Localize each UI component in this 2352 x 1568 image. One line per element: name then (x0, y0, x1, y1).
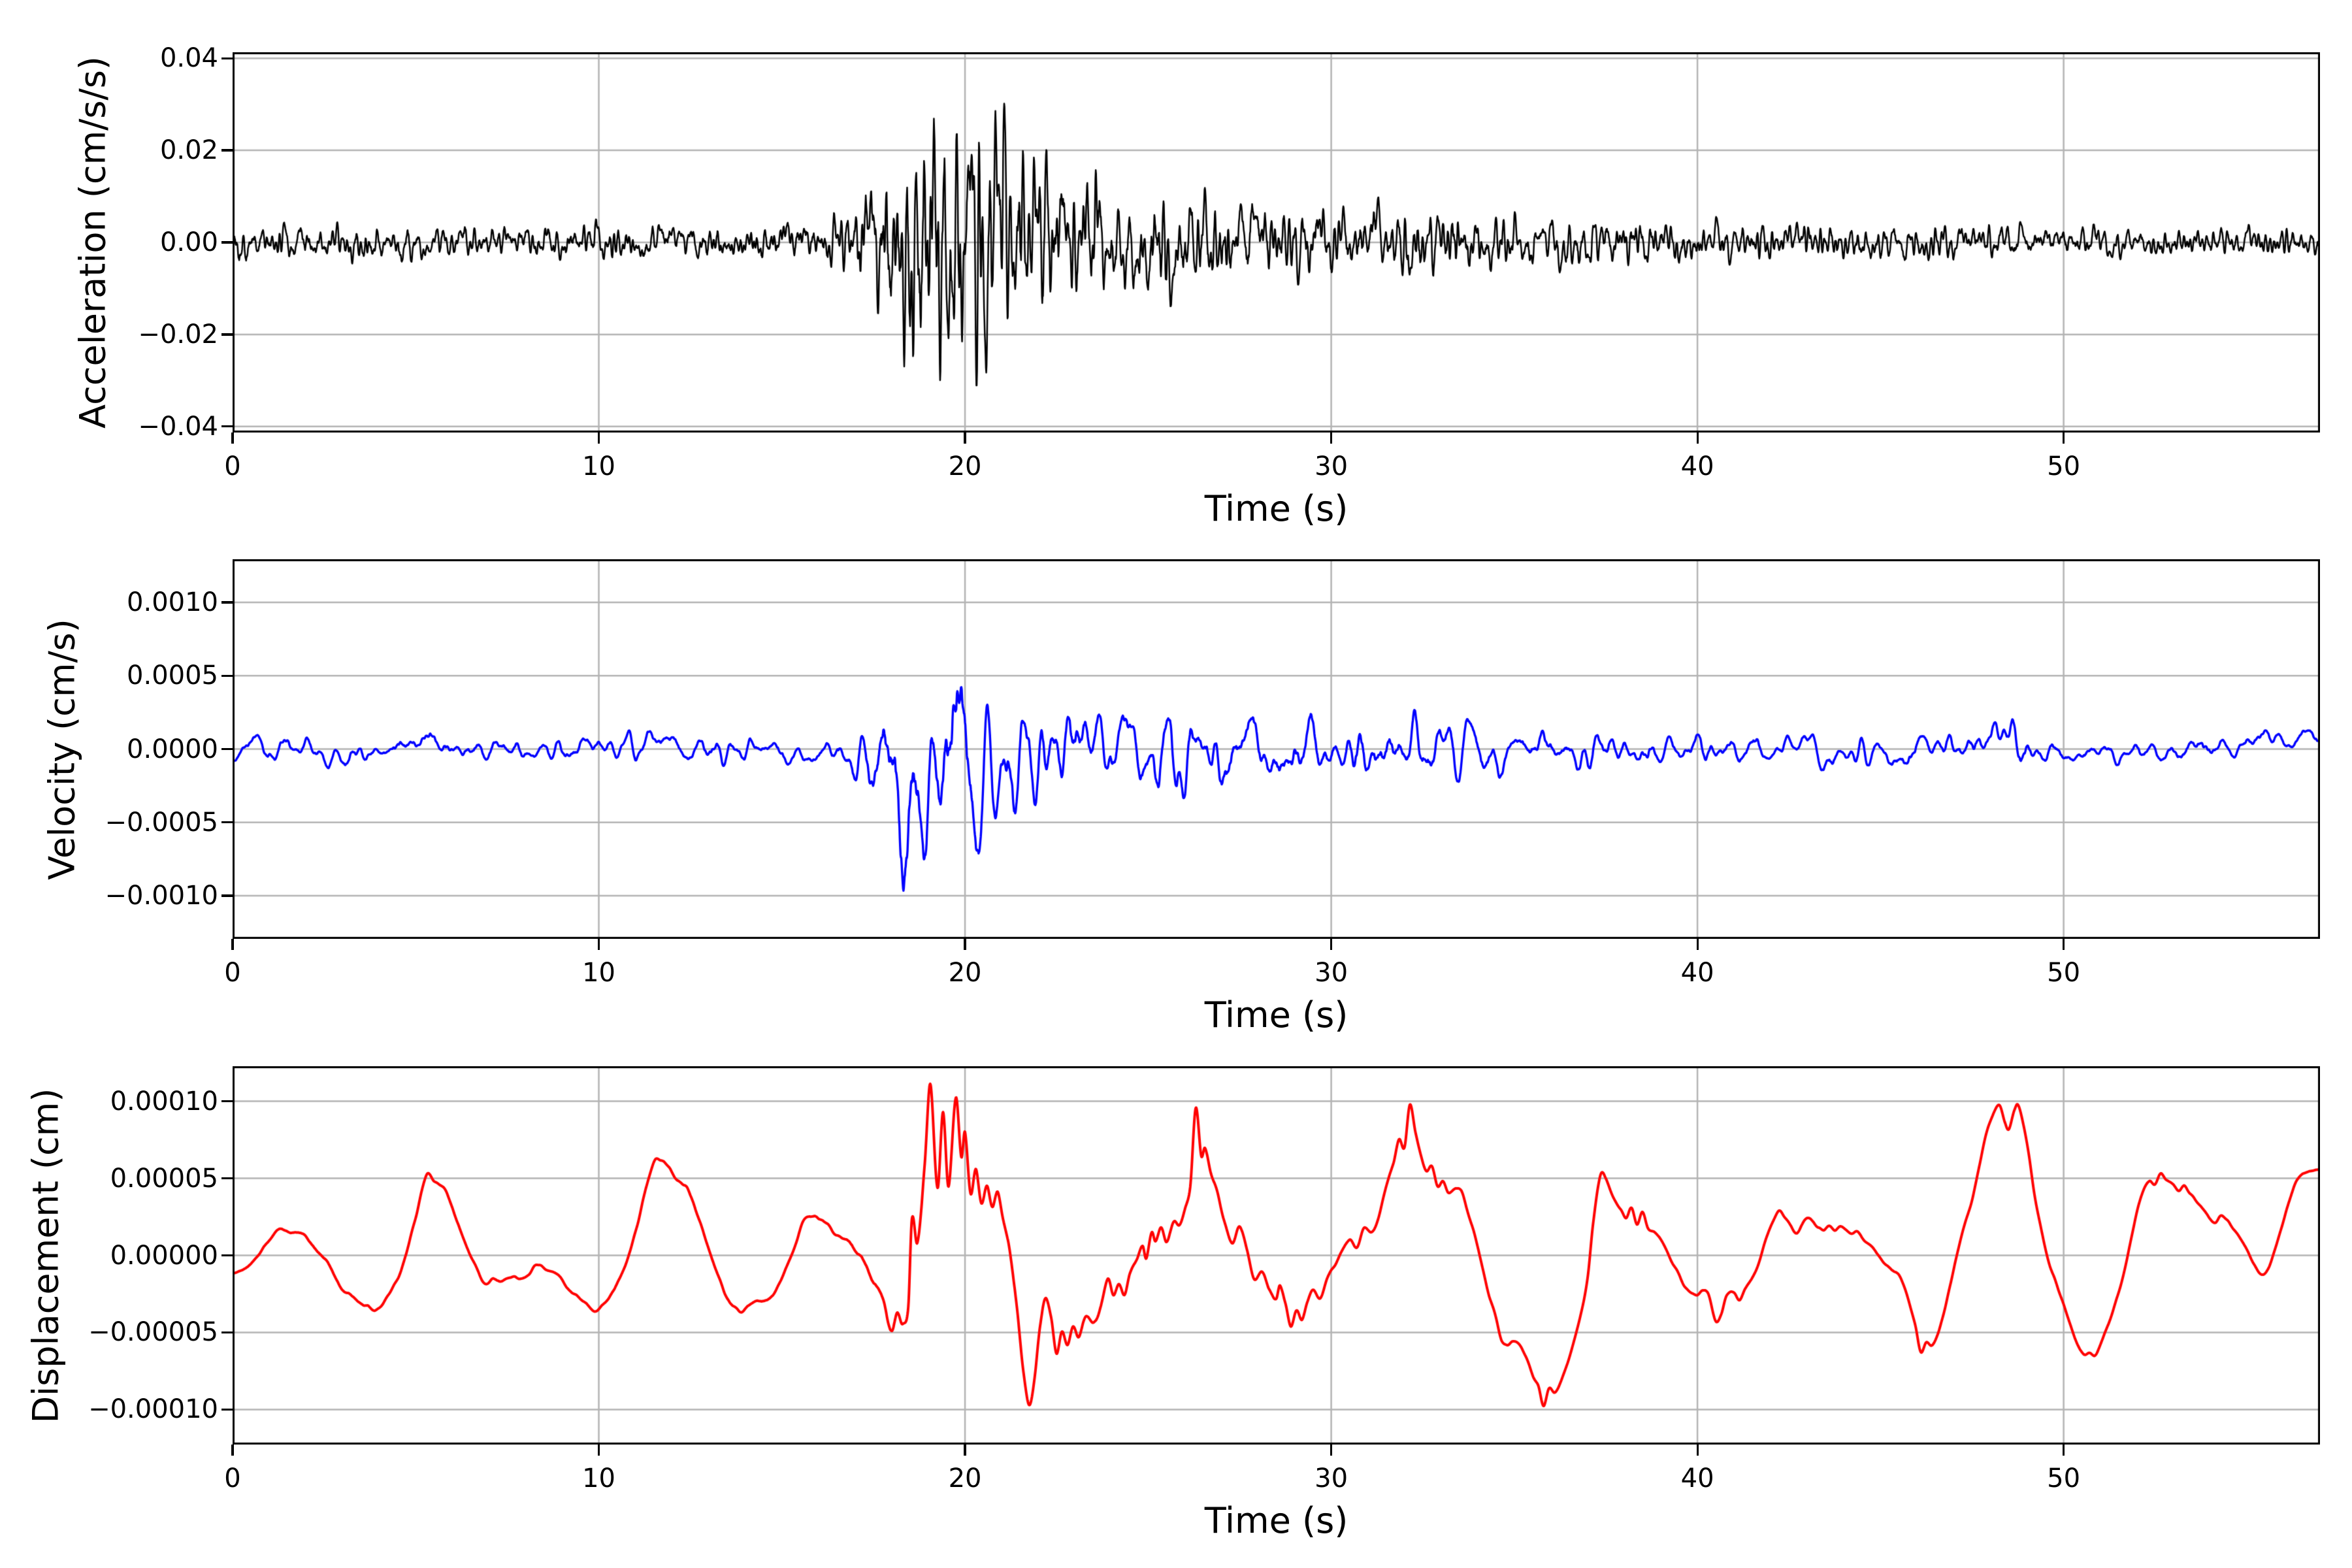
y-tick-label: −0.04 (138, 411, 218, 442)
y-tick-label: 0.00010 (110, 1086, 218, 1117)
y-tick-mark (221, 1177, 233, 1180)
y-tick-mark (221, 821, 233, 824)
x-tick-label: 0 (224, 1463, 241, 1494)
x-tick-mark (2063, 1445, 2065, 1456)
x-tick-mark (231, 939, 234, 950)
acceleration-waveform-canvas (233, 52, 2320, 433)
y-tick-label: 0.00000 (110, 1240, 218, 1271)
x-tick-label: 20 (948, 451, 982, 482)
displacement-x-axis-label: Time (s) (1204, 1500, 1348, 1541)
x-tick-mark (597, 433, 600, 444)
x-tick-mark (2063, 939, 2065, 950)
x-tick-mark (1330, 939, 1333, 950)
x-tick-label: 30 (1315, 1463, 1348, 1494)
y-tick-label: 0.00005 (110, 1163, 218, 1194)
y-tick-mark (221, 1254, 233, 1257)
y-tick-mark (221, 1100, 233, 1103)
x-tick-label: 50 (2047, 1463, 2081, 1494)
y-tick-mark (221, 425, 233, 428)
y-tick-label: 0.0010 (127, 587, 218, 617)
x-tick-label: 30 (1315, 451, 1348, 482)
x-tick-mark (597, 1445, 600, 1456)
y-tick-mark (221, 1331, 233, 1334)
y-tick-label: 0.04 (159, 43, 218, 74)
x-tick-mark (1330, 1445, 1333, 1456)
x-tick-label: 30 (1315, 958, 1348, 988)
y-tick-label: −0.0010 (105, 880, 218, 911)
y-tick-mark (221, 241, 233, 244)
x-tick-label: 10 (582, 1463, 615, 1494)
y-tick-mark (221, 1408, 233, 1411)
x-tick-mark (231, 433, 234, 444)
x-tick-mark (2063, 433, 2065, 444)
x-tick-mark (1696, 433, 1699, 444)
y-tick-mark (221, 894, 233, 897)
y-tick-label: −0.02 (138, 319, 218, 350)
y-tick-mark (221, 747, 233, 751)
x-tick-label: 10 (582, 958, 615, 988)
x-tick-label: 40 (1680, 958, 1714, 988)
x-tick-mark (964, 433, 966, 444)
y-tick-mark (221, 333, 233, 336)
x-tick-mark (964, 1445, 966, 1456)
y-tick-mark (221, 601, 233, 604)
y-tick-label: −0.0005 (105, 807, 218, 838)
x-tick-label: 0 (224, 451, 241, 482)
x-tick-label: 40 (1680, 451, 1714, 482)
x-tick-mark (1330, 433, 1333, 444)
velocity-waveform-canvas (233, 559, 2320, 939)
x-tick-mark (1696, 1445, 1699, 1456)
x-tick-mark (1696, 939, 1699, 950)
x-tick-label: 50 (2047, 958, 2081, 988)
x-tick-label: 10 (582, 451, 615, 482)
y-tick-label: 0.00 (159, 227, 218, 257)
y-tick-label: −0.00010 (88, 1394, 218, 1425)
x-tick-label: 50 (2047, 451, 2081, 482)
y-tick-mark (221, 57, 233, 59)
x-tick-label: 20 (948, 958, 982, 988)
x-tick-mark (597, 939, 600, 950)
y-tick-label: 0.0000 (127, 734, 218, 764)
x-tick-label: 20 (948, 1463, 982, 1494)
y-tick-label: 0.02 (159, 135, 218, 166)
y-tick-mark (221, 674, 233, 677)
x-tick-label: 0 (224, 958, 241, 988)
y-tick-mark (221, 149, 233, 152)
x-tick-mark (964, 939, 966, 950)
acceleration-x-axis-label: Time (s) (1204, 488, 1348, 529)
velocity-x-axis-label: Time (s) (1204, 994, 1348, 1036)
y-tick-label: 0.0005 (127, 661, 218, 691)
x-tick-label: 40 (1680, 1463, 1714, 1494)
displacement-waveform-canvas (233, 1066, 2320, 1445)
x-tick-mark (231, 1445, 234, 1456)
y-tick-label: −0.00005 (88, 1317, 218, 1348)
